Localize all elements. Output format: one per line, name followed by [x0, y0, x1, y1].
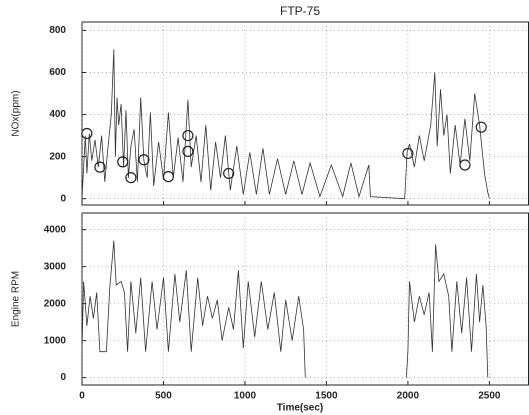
highlight-marker [117, 156, 129, 168]
data-line [81, 49, 490, 200]
x-tick-label: 2500 [478, 391, 501, 402]
x-tick-label: 1000 [234, 391, 257, 402]
x-tick-label: 0 [79, 391, 85, 402]
chart-title: FTP-75 [280, 4, 320, 18]
y-tick-label: 1000 [44, 335, 67, 346]
highlight-marker [402, 147, 414, 160]
x-axis-label: Time(sec) [277, 403, 324, 414]
highlight-marker [162, 171, 174, 183]
y-tick-label: 4000 [44, 224, 67, 235]
y-tick-label: 3000 [44, 261, 67, 272]
highlight-marker [459, 159, 471, 171]
highlight-marker [125, 172, 137, 184]
highlight-marker [138, 154, 150, 166]
y-tick-label: 400 [49, 109, 66, 120]
highlight-marker [81, 127, 93, 140]
data-line [81, 240, 489, 378]
highlight-marker [475, 121, 487, 133]
y-tick-label: 800 [49, 25, 66, 36]
plot-frame [81, 212, 529, 386]
x-tick-label: 2000 [397, 391, 420, 402]
y-axis-label: NOx(ppm) [11, 90, 22, 136]
y-tick-label: 600 [49, 67, 66, 78]
y-tick-label: 2000 [44, 298, 67, 309]
y-axis-label: Engine RPM [11, 271, 22, 327]
highlight-marker [182, 145, 194, 157]
x-tick-label: 500 [155, 391, 172, 402]
plot-frame [81, 21, 529, 206]
highlight-marker [223, 167, 235, 180]
y-tick-label: 0 [60, 193, 66, 204]
y-tick-label: 200 [49, 151, 66, 162]
highlight-marker [94, 161, 106, 173]
highlight-marker [182, 129, 194, 142]
y-tick-label: 0 [60, 372, 66, 383]
x-tick-label: 1500 [315, 391, 338, 402]
